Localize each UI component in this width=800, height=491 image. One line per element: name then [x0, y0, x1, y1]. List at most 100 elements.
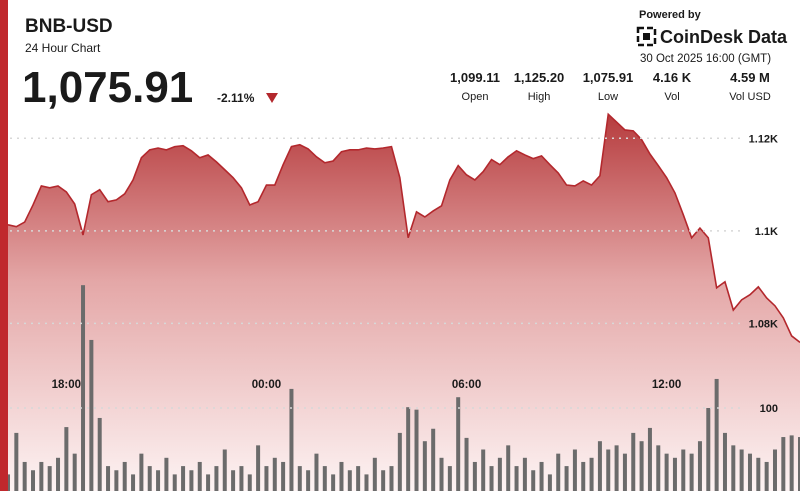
volume-bar [798, 437, 800, 491]
volume-bar [422, 441, 427, 491]
volume-bar [364, 474, 369, 491]
x-tick-label: 00:00 [252, 379, 281, 391]
stat-label: Vol USD [729, 91, 771, 103]
volume-bar [531, 470, 536, 491]
volume-bar [764, 461, 769, 491]
volume-bar [206, 474, 211, 491]
y-tick-label: 1.08K [749, 318, 778, 330]
volume-bar [481, 449, 486, 491]
volume-bar [197, 461, 202, 491]
volume-bar [497, 457, 502, 491]
volume-bar [447, 466, 452, 491]
volume-bar [89, 339, 94, 491]
volume-bar [639, 441, 644, 491]
volume-bar [156, 470, 161, 491]
volume-bar [281, 461, 286, 491]
volume-bar [397, 432, 402, 491]
volume-bar [106, 466, 111, 491]
volume-bar [389, 466, 394, 491]
volume-bar [97, 417, 102, 491]
volume-bar [264, 466, 269, 491]
volume-bar [747, 453, 752, 491]
volume-bar [597, 441, 602, 491]
stat-value: 1,075.91 [583, 70, 634, 85]
volume-bar [589, 457, 594, 491]
volume-bar [756, 457, 761, 491]
stat-value: 4.16 K [653, 70, 692, 85]
y-tick-label: 1.12K [749, 133, 778, 145]
volume-bar [697, 441, 702, 491]
stats: 1,099.11 Open 1,125.20 High 1,075.91 Low 4.16 … [450, 70, 771, 103]
volume-bar [331, 474, 336, 491]
volume-bar [514, 466, 519, 491]
volume-bar [256, 445, 261, 491]
volume-bar [464, 437, 469, 491]
volume-bar [572, 449, 577, 491]
brand-logo [636, 26, 657, 47]
stat-label: Open [462, 91, 489, 103]
volume-bar [506, 445, 511, 491]
volume-bar [47, 466, 52, 491]
volume-bar [139, 453, 144, 491]
volume-bar [272, 457, 277, 491]
volume-bar [672, 457, 677, 491]
volume-bar [239, 466, 244, 491]
volume-bar [372, 457, 377, 491]
stat-value: 1,125.20 [514, 70, 565, 85]
volume-bar [614, 445, 619, 491]
volume-bar [539, 461, 544, 491]
volume-bar [56, 457, 61, 491]
volume-bar [489, 466, 494, 491]
volume-bar [689, 453, 694, 491]
down-arrow [266, 93, 278, 103]
x-tick-label: 12:00 [652, 379, 681, 391]
volume-bar [306, 470, 311, 491]
stat-label: High [528, 91, 551, 103]
volume-bar [439, 457, 444, 491]
volume-bar [314, 453, 319, 491]
accent-bar [0, 0, 8, 491]
price-area [8, 114, 800, 491]
change: -2.11% [217, 91, 255, 105]
volume-bar [72, 453, 77, 491]
volume-bar [547, 474, 552, 491]
volume-bar [606, 449, 611, 491]
volume-bar [247, 474, 252, 491]
volume-bar [222, 449, 227, 491]
volume-bar [181, 466, 186, 491]
stat-value: 4.59 M [730, 70, 770, 85]
volume-bar [122, 461, 127, 491]
y2-tick-label: 100 [760, 403, 778, 415]
x-tick-label: 06:00 [452, 379, 481, 391]
volume-bar [406, 407, 411, 491]
x-tick-label: 18:00 [52, 379, 81, 391]
volume-bar [81, 285, 86, 491]
volume-bar [647, 427, 652, 491]
volume-bar [64, 427, 69, 491]
chart-title: BNB-USD [25, 16, 113, 37]
volume-bar [789, 435, 794, 491]
volume-bar [131, 474, 136, 491]
volume-bar [631, 432, 636, 491]
subtitle: 24 Hour Chart [25, 41, 101, 55]
volume-bar [164, 457, 169, 491]
timestamp: 30 Oct 2025 16:00 (GMT) [640, 53, 771, 65]
volume-bar [731, 445, 736, 491]
volume-bar [656, 445, 661, 491]
volume-bar [556, 453, 561, 491]
volume-bar [522, 457, 527, 491]
volume-bar [381, 470, 386, 491]
stat-label: Vol [664, 91, 679, 103]
volume-bar [189, 470, 194, 491]
volume-bar [706, 408, 711, 491]
volume-bar [414, 409, 419, 491]
volume-bar [339, 461, 344, 491]
volume-bar [664, 453, 669, 491]
volume-bar [714, 378, 719, 491]
volume-bar [39, 461, 44, 491]
powered-by: Powered by [639, 9, 702, 21]
price: 1,075.91 [22, 63, 193, 112]
price-line [7, 112, 800, 344]
volume-bar [472, 461, 477, 491]
